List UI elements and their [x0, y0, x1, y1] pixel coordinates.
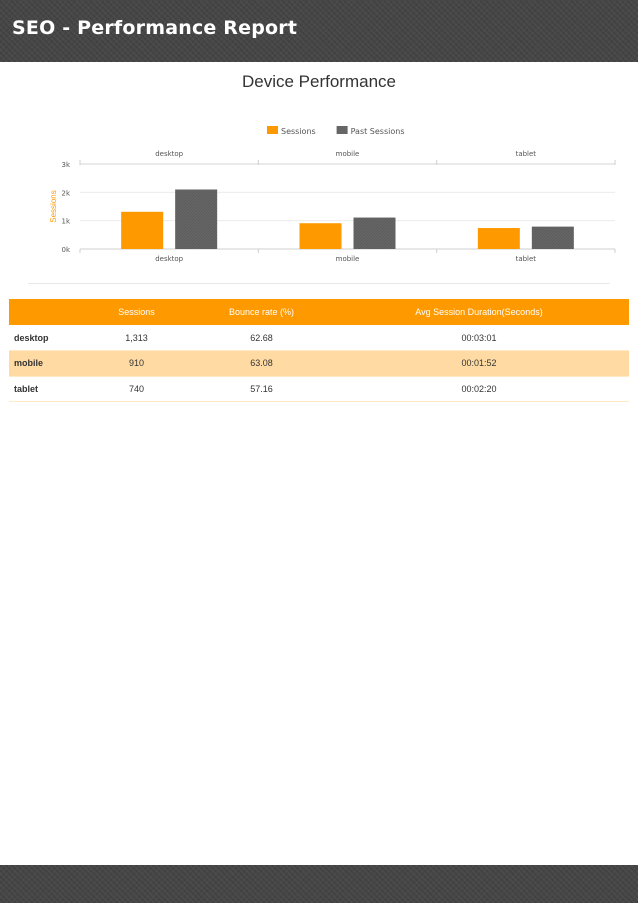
- bar-past-sessions-desktop: [175, 189, 218, 249]
- table-row: mobile 910 63.08 00:01:52: [9, 350, 629, 377]
- row-bounce-rate: 62.68: [194, 325, 329, 351]
- x-tick-label-top: mobile: [336, 150, 360, 158]
- y-tick-label: 1k: [61, 218, 70, 226]
- row-duration: 00:01:52: [329, 350, 629, 377]
- table-header-row: Sessions Bounce rate (%) Avg Session Dur…: [9, 299, 629, 325]
- report-title: SEO - Performance Report: [12, 17, 298, 39]
- bar-past-sessions-mobile: [353, 217, 396, 249]
- row-sessions: 1,313: [79, 325, 194, 351]
- row-device: mobile: [9, 350, 79, 377]
- bar-chart-svg: Sessions Past Sessions 0k 1k 2k 3k desktop desk…: [49, 126, 616, 263]
- bar-sessions-tablet: [477, 228, 520, 249]
- bar-sessions-mobile: [299, 223, 342, 249]
- y-tick-label: 0k: [61, 246, 70, 254]
- row-device: desktop: [9, 325, 79, 351]
- device-table: Sessions Bounce rate (%) Avg Session Dur…: [9, 299, 629, 402]
- row-bounce-rate: 63.08: [194, 350, 329, 377]
- report-header: SEO - Performance Report: [0, 0, 638, 62]
- row-duration: 00:02:20: [329, 376, 629, 402]
- column-header-device: [9, 299, 79, 325]
- y-tick-label: 3k: [61, 161, 70, 169]
- legend-swatch-past-sessions: [336, 126, 348, 134]
- x-tick-label-top: desktop: [155, 150, 183, 158]
- row-device: tablet: [9, 376, 79, 402]
- row-bounce-rate: 57.16: [194, 376, 329, 402]
- row-duration: 00:03:01: [329, 325, 629, 351]
- section-title: Device Performance: [241, 72, 396, 91]
- column-header-sessions: Sessions: [79, 299, 194, 325]
- column-header-bounce-rate: Bounce rate (%): [194, 299, 329, 325]
- chart-divider: [28, 283, 610, 284]
- legend-swatch-sessions: [267, 126, 278, 134]
- table-row: tablet 740 57.16 00:02:20: [9, 376, 629, 402]
- table-row: desktop 1,313 62.68 00:03:01: [9, 325, 629, 351]
- bar-sessions-desktop: [121, 211, 164, 249]
- x-tick-label-top: tablet: [516, 150, 537, 158]
- legend-label: Sessions: [281, 127, 316, 136]
- x-tick-label: tablet: [516, 255, 537, 263]
- legend-label: Past Sessions: [351, 127, 405, 136]
- device-performance-chart: Sessions Past Sessions 0k 1k 2k 3k desktop desk…: [0, 110, 638, 290]
- x-tick-label: desktop: [155, 255, 183, 263]
- row-sessions: 910: [79, 350, 194, 377]
- column-header-avg-session-duration: Avg Session Duration(Seconds): [329, 299, 629, 325]
- y-tick-label: 2k: [61, 189, 70, 197]
- bar-past-sessions-tablet: [531, 226, 574, 249]
- y-axis-label: Sessions: [49, 190, 58, 222]
- report-footer: [0, 865, 638, 903]
- row-sessions: 740: [79, 376, 194, 402]
- x-tick-label: mobile: [336, 255, 360, 263]
